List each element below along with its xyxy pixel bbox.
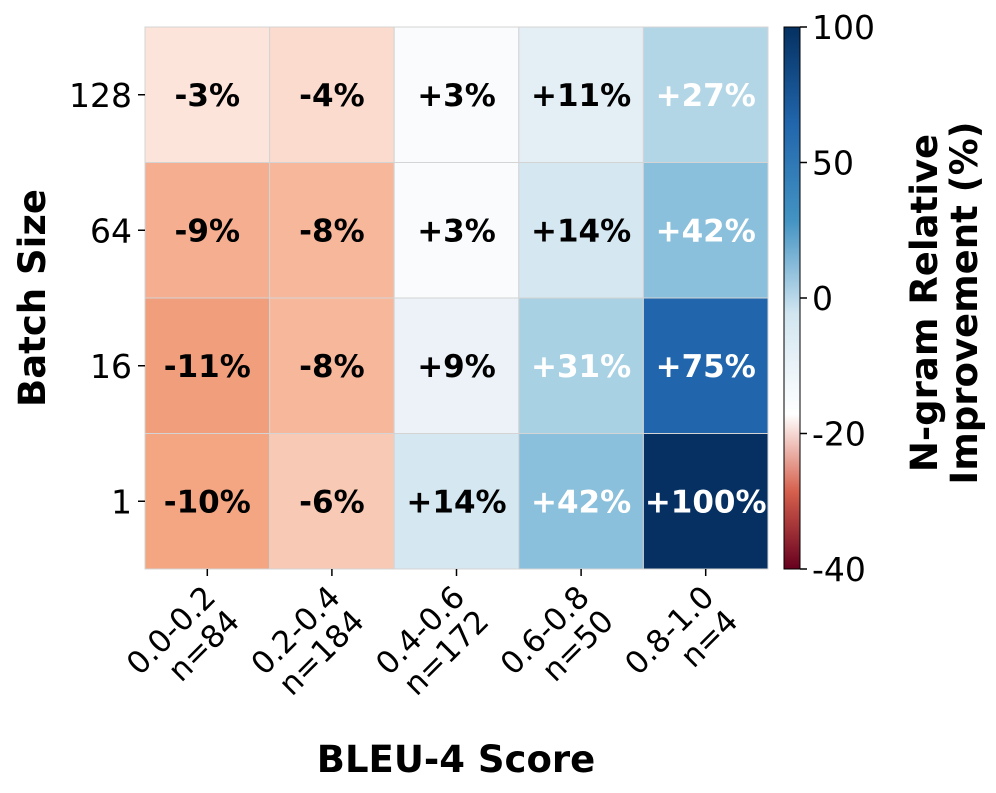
y-axis-ticks: 128 64 16 1 bbox=[69, 76, 145, 521]
colorbar-tick-label: 100 bbox=[812, 8, 875, 47]
x-axis-ticks: 0.0-0.2n=840.2-0.4n=1840.4-0.6n=1720.6-0… bbox=[120, 569, 745, 703]
colorbar-tick-label: -40 bbox=[812, 550, 866, 589]
heatmap-cell-labels: -3% -4% +3% +11% +27% -9% -8% +3% +14% +42% -11% -8… bbox=[164, 78, 767, 521]
colorbar-tick-label: -20 bbox=[812, 415, 866, 454]
colorbar bbox=[783, 26, 801, 570]
colorbar-title: N-gram Relative Improvement (%) bbox=[903, 121, 986, 484]
cell-value-label: -11% bbox=[164, 349, 251, 385]
heatmap-cell bbox=[642, 162, 769, 299]
cell-value-label: +9% bbox=[417, 349, 496, 385]
colorbar-tick-label: 0 bbox=[812, 279, 833, 318]
cell-value-label: +3% bbox=[417, 78, 496, 114]
cell-value-label: -3% bbox=[175, 78, 241, 114]
cell-value-label: -10% bbox=[164, 484, 251, 520]
heatmap-cell bbox=[144, 26, 271, 163]
y-tick-label: 16 bbox=[90, 347, 132, 386]
cell-value-label: -4% bbox=[299, 78, 365, 114]
cell-value-label: -8% bbox=[299, 349, 365, 385]
cell-value-label: +3% bbox=[417, 213, 496, 249]
heatmap-cell bbox=[393, 162, 520, 299]
cell-value-label: +14% bbox=[406, 484, 506, 520]
colorbar-title-line-2: Improvement (%) bbox=[943, 121, 986, 484]
y-tick-label: 64 bbox=[90, 211, 132, 250]
x-tick-label: 0.0-0.2n=84 bbox=[120, 579, 247, 689]
cell-value-label: +31% bbox=[531, 349, 631, 385]
heatmap-cell bbox=[518, 26, 644, 163]
cell-value-label: +14% bbox=[531, 213, 631, 249]
cell-value-label: -8% bbox=[299, 213, 365, 249]
x-tick-label: 0.2-0.4n=184 bbox=[244, 579, 371, 703]
y-tick-label: 1 bbox=[111, 482, 132, 521]
x-axis-title: BLEU-4 Score bbox=[317, 738, 595, 781]
y-axis-title: Batch Size bbox=[11, 189, 54, 407]
heatmap-cell bbox=[393, 297, 520, 434]
heatmap-cells bbox=[144, 26, 769, 570]
cell-value-label: +42% bbox=[531, 484, 631, 520]
x-tick-label: 0.8-1.0n=4 bbox=[618, 579, 745, 682]
y-tick-label: 128 bbox=[69, 76, 132, 115]
heatmap-cell bbox=[642, 297, 769, 434]
heatmap-cell bbox=[269, 297, 395, 434]
heatmap-cell bbox=[144, 162, 271, 299]
cell-value-label: +11% bbox=[531, 78, 631, 114]
x-tick-label: 0.4-0.6n=172 bbox=[369, 579, 496, 703]
heatmap-cell bbox=[642, 433, 769, 570]
cell-value-label: -9% bbox=[175, 213, 241, 249]
colorbar-tick-label: 50 bbox=[812, 144, 854, 183]
heatmap-cell bbox=[642, 26, 769, 163]
heatmap-cell bbox=[518, 297, 644, 434]
colorbar-title-line-1: N-gram Relative bbox=[903, 134, 946, 472]
heatmap-cell bbox=[393, 26, 520, 163]
cell-value-label: +100% bbox=[645, 484, 767, 520]
cell-value-label: +27% bbox=[656, 78, 756, 114]
colorbar-ticks: 100 50 0 -20 -40 bbox=[800, 8, 875, 589]
x-tick-label: 0.6-0.8n=50 bbox=[494, 579, 621, 689]
cell-value-label: -6% bbox=[299, 484, 365, 520]
heatmap-cell bbox=[518, 433, 644, 570]
cell-value-label: +42% bbox=[656, 213, 756, 249]
heatmap-cell bbox=[393, 433, 520, 570]
heatmap-cell bbox=[269, 26, 395, 163]
heatmap-cell bbox=[269, 433, 395, 570]
cell-value-label: +75% bbox=[656, 349, 756, 385]
